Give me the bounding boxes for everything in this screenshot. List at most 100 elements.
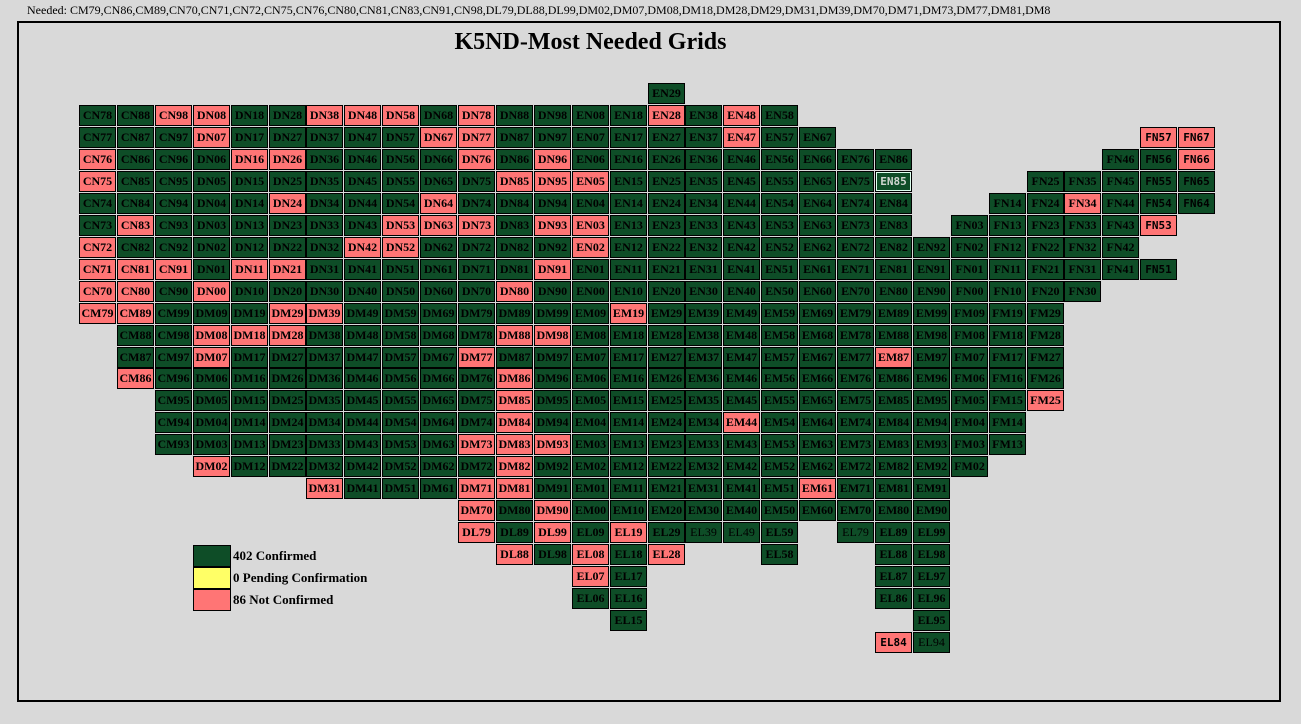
grid-square-dn90[interactable]: DN90 — [534, 281, 571, 302]
grid-square-en38[interactable]: EN38 — [685, 105, 722, 126]
grid-square-fm14[interactable]: FM14 — [989, 412, 1026, 433]
grid-square-dn24[interactable]: DN24 — [269, 193, 306, 214]
grid-square-en16[interactable]: EN16 — [610, 149, 647, 170]
grid-square-en40[interactable]: EN40 — [723, 281, 760, 302]
grid-square-dn10[interactable]: DN10 — [231, 281, 268, 302]
grid-square-dl98[interactable]: DL98 — [534, 544, 571, 565]
grid-square-en33[interactable]: EN33 — [685, 215, 722, 236]
grid-square-em85[interactable]: EM85 — [875, 390, 912, 411]
grid-square-em96[interactable]: EM96 — [913, 368, 950, 389]
grid-square-fn23[interactable]: FN23 — [1027, 215, 1064, 236]
grid-square-dm44[interactable]: DM44 — [344, 412, 381, 433]
grid-square-fm18[interactable]: FM18 — [989, 325, 1026, 346]
grid-square-dm24[interactable]: DM24 — [269, 412, 306, 433]
grid-square-em48[interactable]: EM48 — [723, 325, 760, 346]
grid-square-dm46[interactable]: DM46 — [344, 368, 381, 389]
grid-square-fm25[interactable]: FM25 — [1027, 390, 1064, 411]
grid-square-dn21[interactable]: DN21 — [269, 259, 306, 280]
grid-square-cn98[interactable]: CN98 — [155, 105, 192, 126]
grid-square-el08[interactable]: EL08 — [572, 544, 609, 565]
grid-square-dn34[interactable]: DN34 — [306, 193, 343, 214]
grid-square-em11[interactable]: EM11 — [610, 478, 647, 499]
grid-square-dn35[interactable]: DN35 — [306, 171, 343, 192]
grid-square-dn23[interactable]: DN23 — [269, 215, 306, 236]
grid-square-en11[interactable]: EN11 — [610, 259, 647, 280]
grid-square-dn44[interactable]: DN44 — [344, 193, 381, 214]
grid-square-dn27[interactable]: DN27 — [269, 127, 306, 148]
grid-square-em14[interactable]: EM14 — [610, 412, 647, 433]
grid-square-en44[interactable]: EN44 — [723, 193, 760, 214]
grid-square-en28[interactable]: EN28 — [648, 105, 685, 126]
grid-square-em34[interactable]: EM34 — [685, 412, 722, 433]
grid-square-fm19[interactable]: FM19 — [989, 303, 1026, 324]
grid-square-el95[interactable]: EL95 — [913, 610, 950, 631]
grid-square-fn20[interactable]: FN20 — [1027, 281, 1064, 302]
grid-square-dn75[interactable]: DN75 — [458, 171, 495, 192]
grid-square-dn55[interactable]: DN55 — [382, 171, 419, 192]
grid-square-em50[interactable]: EM50 — [761, 500, 798, 521]
grid-square-dm81[interactable]: DM81 — [496, 478, 533, 499]
grid-square-el07[interactable]: EL07 — [572, 566, 609, 587]
grid-square-dm23[interactable]: DM23 — [269, 434, 306, 455]
grid-square-cn74[interactable]: CN74 — [79, 193, 116, 214]
grid-square-el98[interactable]: EL98 — [913, 544, 950, 565]
grid-square-fm04[interactable]: FM04 — [951, 412, 988, 433]
grid-square-fn35[interactable]: FN35 — [1064, 171, 1101, 192]
grid-square-dm75[interactable]: DM75 — [458, 390, 495, 411]
grid-square-dn42[interactable]: DN42 — [344, 237, 381, 258]
grid-square-dm45[interactable]: DM45 — [344, 390, 381, 411]
grid-square-em63[interactable]: EM63 — [799, 434, 836, 455]
grid-square-fn14[interactable]: FN14 — [989, 193, 1026, 214]
grid-square-fm07[interactable]: FM07 — [951, 347, 988, 368]
grid-square-dn93[interactable]: DN93 — [534, 215, 571, 236]
grid-square-dn48[interactable]: DN48 — [344, 105, 381, 126]
grid-square-dn92[interactable]: DN92 — [534, 237, 571, 258]
grid-square-dm07[interactable]: DM07 — [193, 347, 230, 368]
grid-square-dm42[interactable]: DM42 — [344, 456, 381, 477]
grid-square-dn51[interactable]: DN51 — [382, 259, 419, 280]
grid-square-dm61[interactable]: DM61 — [420, 478, 457, 499]
grid-square-en82[interactable]: EN82 — [875, 237, 912, 258]
grid-square-em23[interactable]: EM23 — [648, 434, 685, 455]
grid-square-dm04[interactable]: DM04 — [193, 412, 230, 433]
grid-square-em72[interactable]: EM72 — [837, 456, 874, 477]
grid-square-em07[interactable]: EM07 — [572, 347, 609, 368]
grid-square-dm93[interactable]: DM93 — [534, 434, 571, 455]
grid-square-fn24[interactable]: FN24 — [1027, 193, 1064, 214]
grid-square-en61[interactable]: EN61 — [799, 259, 836, 280]
grid-square-em93[interactable]: EM93 — [913, 434, 950, 455]
grid-square-dm17[interactable]: DM17 — [231, 347, 268, 368]
grid-square-fn12[interactable]: FN12 — [989, 237, 1026, 258]
grid-square-en92[interactable]: EN92 — [913, 237, 950, 258]
grid-square-cn84[interactable]: CN84 — [117, 193, 154, 214]
grid-square-em61[interactable]: EM61 — [799, 478, 836, 499]
grid-square-dm09[interactable]: DM09 — [193, 303, 230, 324]
grid-square-cm87[interactable]: CM87 — [117, 347, 154, 368]
grid-square-en51[interactable]: EN51 — [761, 259, 798, 280]
grid-square-dm36[interactable]: DM36 — [306, 368, 343, 389]
grid-square-dm34[interactable]: DM34 — [306, 412, 343, 433]
grid-square-em49[interactable]: EM49 — [723, 303, 760, 324]
grid-square-dm05[interactable]: DM05 — [193, 390, 230, 411]
grid-square-en41[interactable]: EN41 — [723, 259, 760, 280]
grid-square-dm86[interactable]: DM86 — [496, 368, 533, 389]
grid-square-em81[interactable]: EM81 — [875, 478, 912, 499]
grid-square-fn30[interactable]: FN30 — [1064, 281, 1101, 302]
grid-square-em78[interactable]: EM78 — [837, 325, 874, 346]
grid-square-cm96[interactable]: CM96 — [155, 368, 192, 389]
grid-square-dm18[interactable]: DM18 — [231, 325, 268, 346]
grid-square-en43[interactable]: EN43 — [723, 215, 760, 236]
grid-square-dm71[interactable]: DM71 — [458, 478, 495, 499]
grid-square-dn32[interactable]: DN32 — [306, 237, 343, 258]
grid-square-cn86[interactable]: CN86 — [117, 149, 154, 170]
grid-square-dn94[interactable]: DN94 — [534, 193, 571, 214]
grid-square-dn83[interactable]: DN83 — [496, 215, 533, 236]
grid-square-dn45[interactable]: DN45 — [344, 171, 381, 192]
grid-square-em66[interactable]: EM66 — [799, 368, 836, 389]
grid-square-dm76[interactable]: DM76 — [458, 368, 495, 389]
grid-square-fn55[interactable]: FN55 — [1140, 171, 1177, 192]
grid-square-dn73[interactable]: DN73 — [458, 215, 495, 236]
grid-square-dn64[interactable]: DN64 — [420, 193, 457, 214]
grid-square-el89[interactable]: EL89 — [875, 522, 912, 543]
grid-square-cm97[interactable]: CM97 — [155, 347, 192, 368]
